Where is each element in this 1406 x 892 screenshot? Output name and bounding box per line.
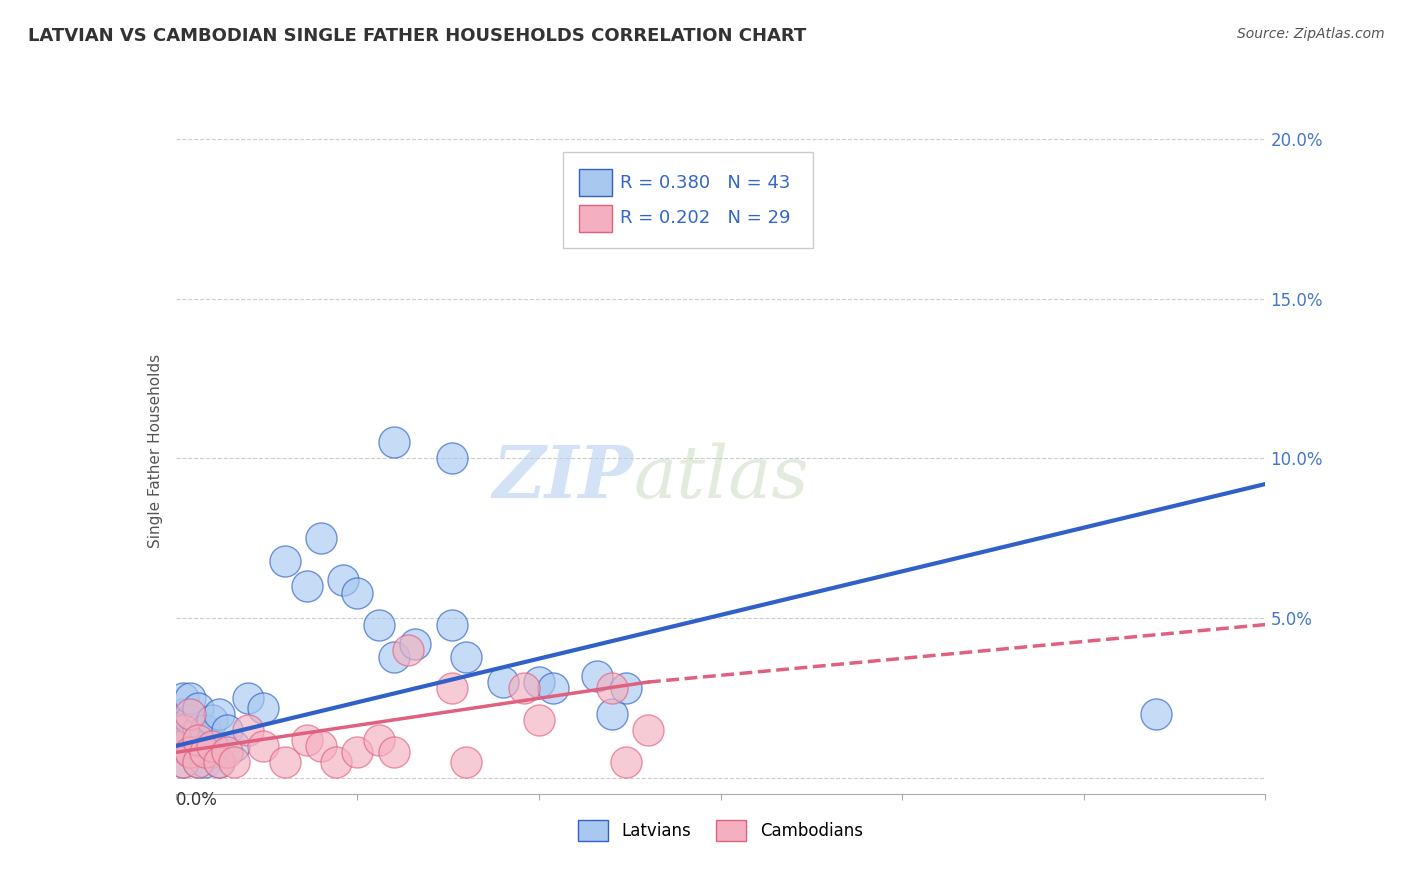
- Point: [614, 755, 637, 769]
- Point: [527, 714, 550, 728]
- Point: [186, 755, 209, 769]
- Point: [222, 755, 245, 769]
- Point: [208, 755, 231, 769]
- Point: [172, 691, 194, 706]
- Point: [368, 732, 391, 747]
- Point: [201, 714, 224, 728]
- Point: [346, 585, 368, 599]
- Point: [172, 739, 194, 753]
- Point: [201, 739, 224, 753]
- Point: [252, 700, 274, 714]
- Point: [238, 691, 260, 706]
- Point: [382, 745, 405, 759]
- Point: [600, 681, 623, 696]
- Point: [637, 723, 659, 737]
- Point: [179, 745, 201, 759]
- Point: [440, 681, 463, 696]
- Point: [456, 649, 478, 664]
- Point: [332, 573, 354, 587]
- Point: [396, 643, 419, 657]
- Point: [295, 579, 318, 593]
- Point: [614, 681, 637, 696]
- FancyBboxPatch shape: [562, 152, 813, 248]
- Point: [172, 755, 194, 769]
- Point: [186, 700, 209, 714]
- Point: [194, 723, 217, 737]
- Point: [165, 739, 187, 753]
- Point: [186, 732, 209, 747]
- Point: [172, 706, 194, 721]
- Point: [179, 706, 201, 721]
- Point: [172, 723, 194, 737]
- Point: [172, 755, 194, 769]
- Y-axis label: Single Father Households: Single Father Households: [148, 353, 163, 548]
- Point: [527, 675, 550, 690]
- Point: [201, 745, 224, 759]
- Point: [586, 668, 609, 682]
- Text: ZIP: ZIP: [492, 442, 633, 514]
- Point: [543, 681, 565, 696]
- Point: [1146, 706, 1168, 721]
- FancyBboxPatch shape: [579, 169, 612, 196]
- Point: [325, 755, 347, 769]
- Text: R = 0.380   N = 43: R = 0.380 N = 43: [620, 174, 790, 192]
- Point: [215, 723, 238, 737]
- Text: Source: ZipAtlas.com: Source: ZipAtlas.com: [1237, 27, 1385, 41]
- Point: [179, 691, 201, 706]
- Point: [274, 755, 297, 769]
- Point: [405, 637, 427, 651]
- Point: [600, 706, 623, 721]
- Point: [492, 675, 515, 690]
- Text: 0.0%: 0.0%: [176, 791, 218, 809]
- Point: [238, 723, 260, 737]
- Point: [194, 745, 217, 759]
- Point: [208, 755, 231, 769]
- Point: [382, 649, 405, 664]
- Point: [222, 739, 245, 753]
- Point: [295, 732, 318, 747]
- Point: [165, 723, 187, 737]
- Point: [194, 755, 217, 769]
- Point: [179, 732, 201, 747]
- Point: [186, 739, 209, 753]
- Point: [274, 554, 297, 568]
- Point: [309, 531, 332, 545]
- Point: [208, 706, 231, 721]
- Point: [440, 451, 463, 466]
- Point: [215, 745, 238, 759]
- Point: [179, 714, 201, 728]
- Point: [186, 755, 209, 769]
- Point: [368, 617, 391, 632]
- Point: [456, 755, 478, 769]
- Point: [186, 723, 209, 737]
- FancyBboxPatch shape: [579, 204, 612, 232]
- Text: R = 0.202   N = 29: R = 0.202 N = 29: [620, 210, 790, 227]
- Point: [179, 745, 201, 759]
- Point: [513, 681, 536, 696]
- Point: [165, 739, 187, 753]
- Point: [440, 617, 463, 632]
- Text: atlas: atlas: [633, 442, 808, 513]
- Point: [346, 745, 368, 759]
- Point: [252, 739, 274, 753]
- Text: LATVIAN VS CAMBODIAN SINGLE FATHER HOUSEHOLDS CORRELATION CHART: LATVIAN VS CAMBODIAN SINGLE FATHER HOUSE…: [28, 27, 807, 45]
- Point: [382, 435, 405, 450]
- Legend: Latvians, Cambodians: Latvians, Cambodians: [572, 814, 869, 847]
- Point: [309, 739, 332, 753]
